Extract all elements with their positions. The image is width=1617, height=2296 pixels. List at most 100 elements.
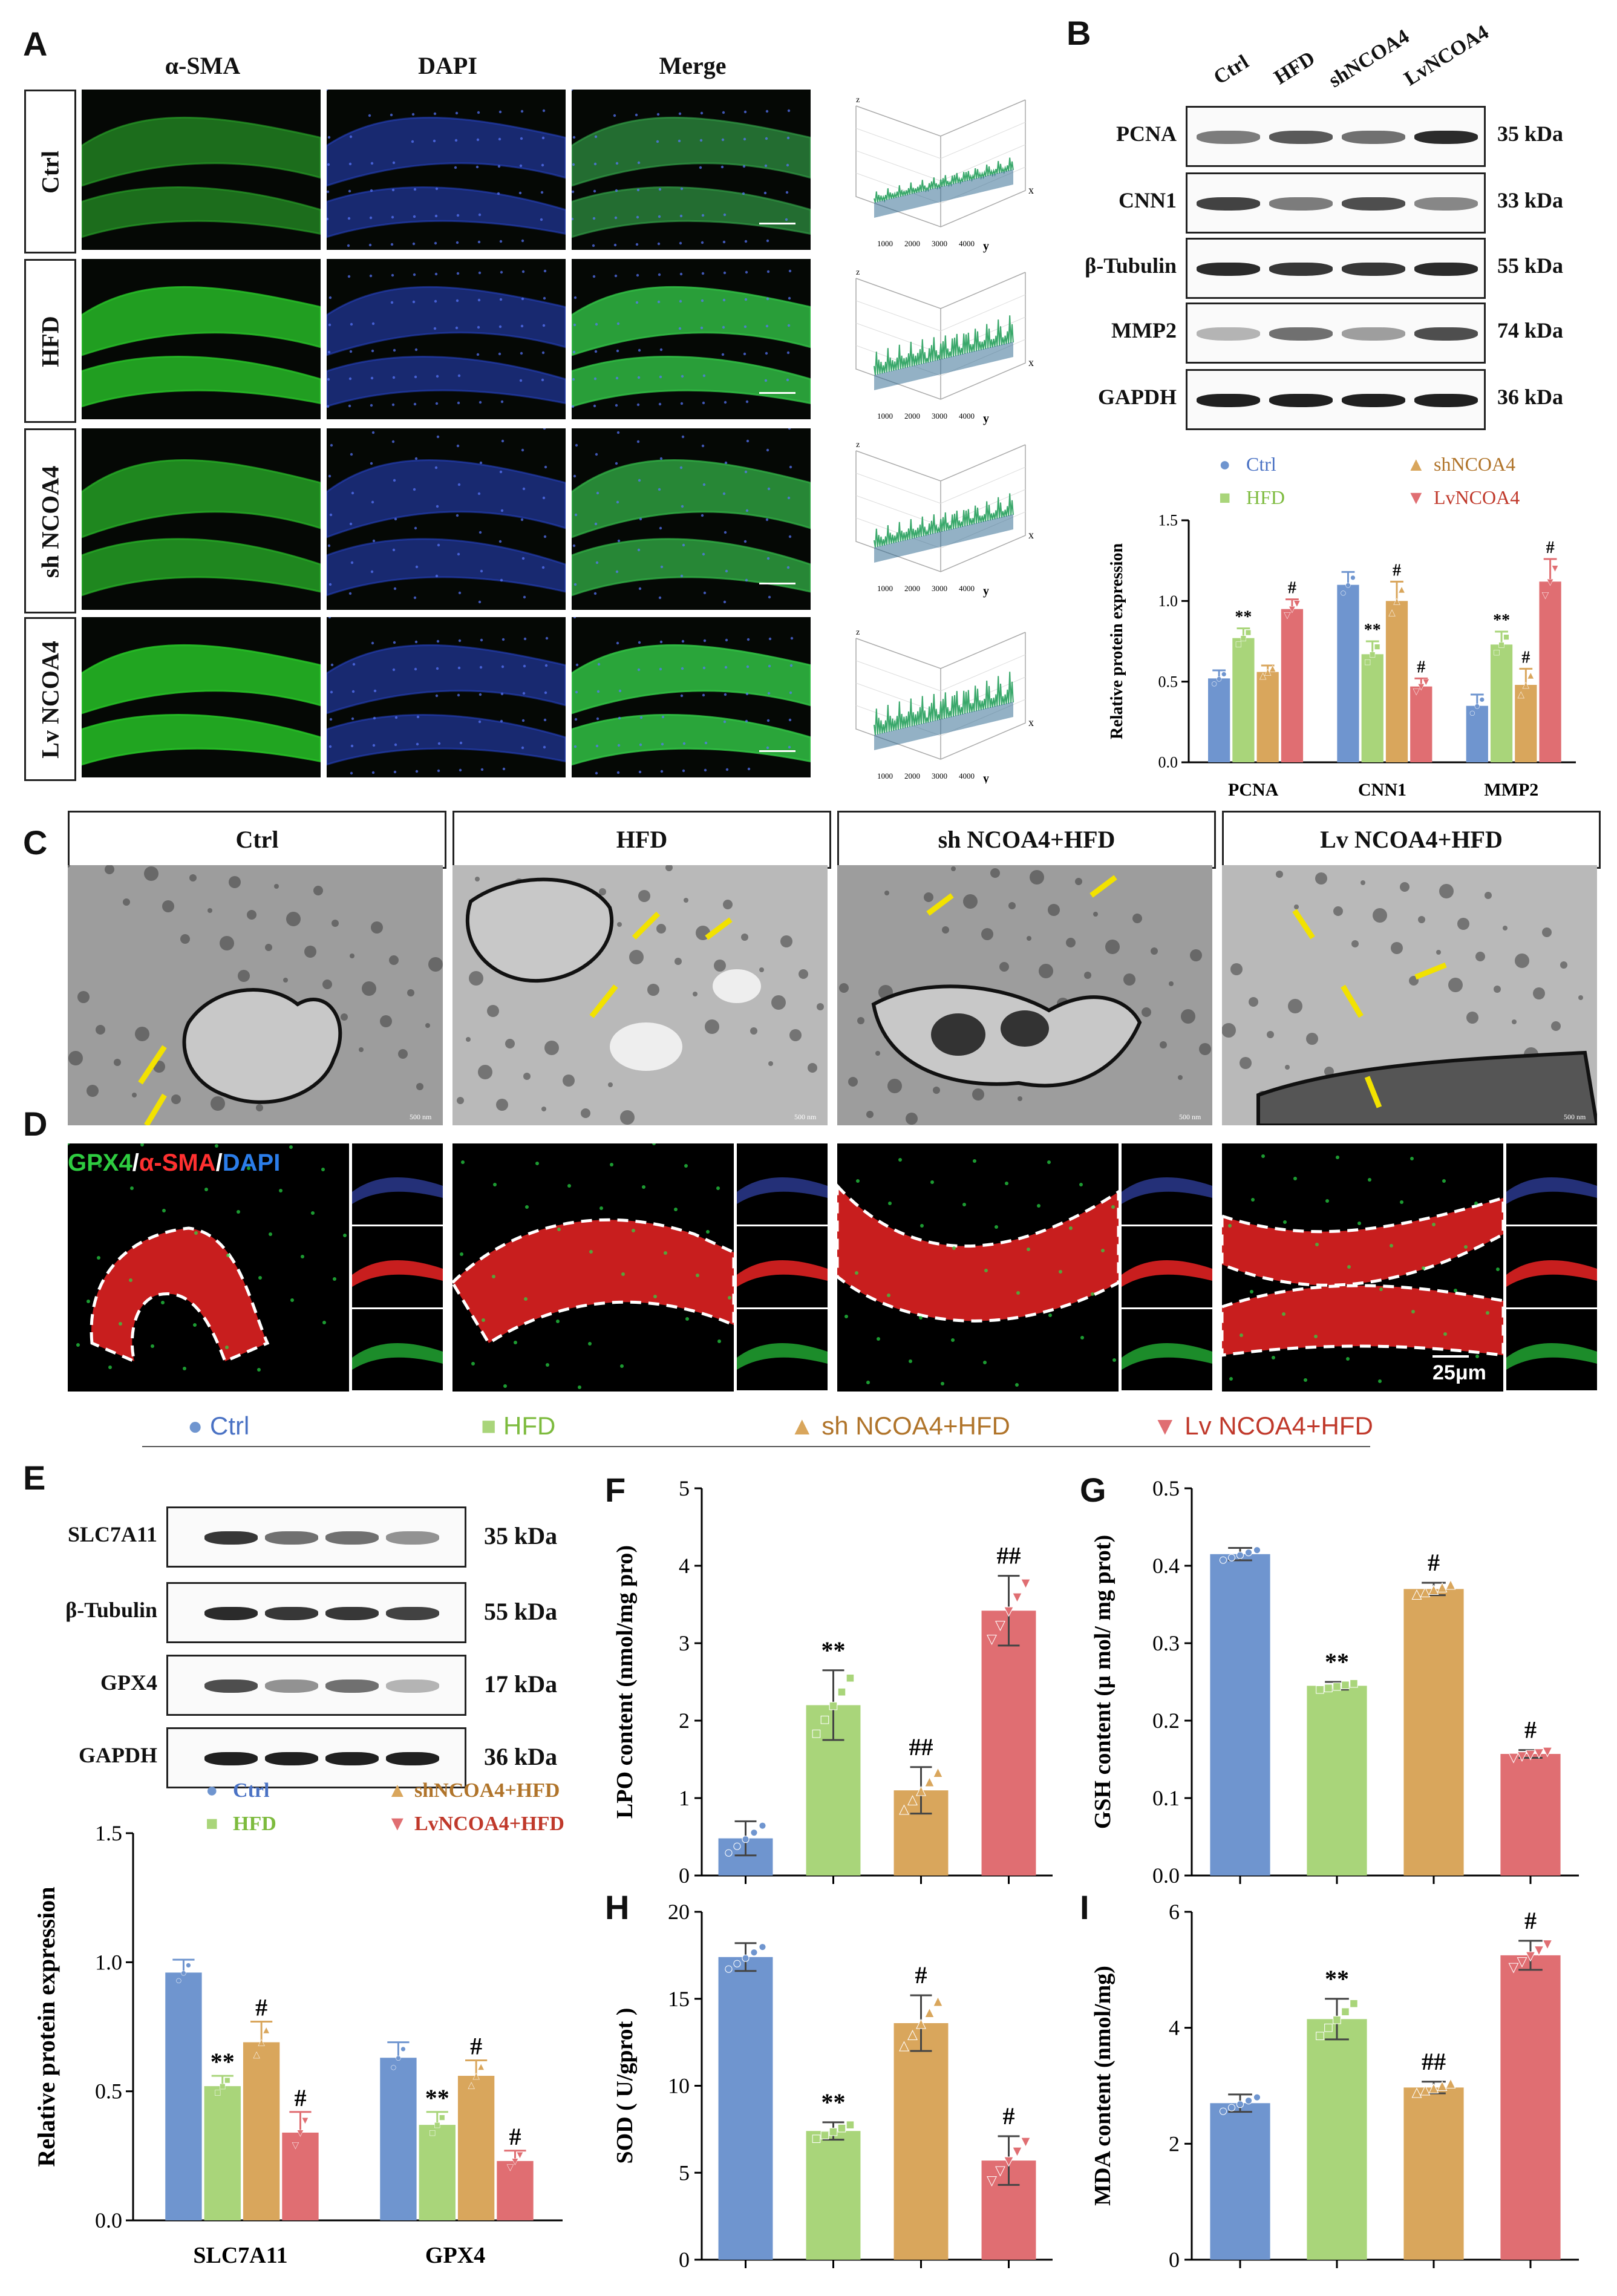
nucleus-dot [459,741,463,745]
nucleus-dot [638,479,641,482]
nucleus-dot [391,273,394,277]
tem-organelle [1494,986,1501,993]
surface-grid [855,128,941,159]
nucleus-dot [788,535,792,538]
nucleus-dot [541,163,544,167]
nucleus-dot [349,350,353,353]
data-point: ● [724,1960,734,1977]
micrograph-tile [572,90,811,250]
fluor-drawing [837,1158,1119,1387]
bar [718,1957,773,2260]
nucleus-dot [521,270,525,273]
nucleus-dot [498,352,501,356]
nucleus-dot [725,569,728,573]
nucleus-dot [478,600,482,604]
bar [1337,584,1359,762]
nucleus-dot [348,189,351,193]
nucleus-dot [347,275,351,278]
data-point: ● [741,1949,751,1966]
nucleus-dot [433,112,437,116]
gpx4-dot [684,1164,688,1168]
tem-organelle [68,1051,83,1065]
gpx4-dot [1474,1202,1478,1205]
tissue-band [327,714,566,766]
chart-g: 0.0 0.1 0.2 0.3 0.4 0.5 GSH content (μ mol/ mg… [1090,1476,1579,1888]
nucleus-dot [456,299,459,303]
fluor-scale-bar [1432,1355,1469,1358]
surface-y-axis: y [983,772,989,783]
gpx4-dot [1261,1154,1265,1158]
tem-arrow [926,893,954,916]
data-point: ▼ [993,2162,1008,2179]
data-point: ■ [1503,631,1510,643]
nucleus-dot [702,374,706,378]
tissue-band [572,538,811,597]
tem-organelle [1466,1012,1478,1024]
nucleus-dot [615,376,619,380]
tem-organelle [1084,972,1091,979]
tem-organelle [144,866,158,881]
y-axis-label: GSH content (μ mol/ mg prot) [1090,1535,1116,1829]
nucleus-dot [678,139,681,143]
data-point: ▲ [905,1791,921,1809]
tissue-band [82,116,321,187]
legend-label: Ctrl [1246,453,1276,475]
nucleus-dot [520,137,523,140]
channel-drawing [352,1260,443,1287]
fluor-drawing [68,1143,347,1372]
tissue-band [572,644,811,715]
blot-band [265,1679,318,1693]
nucleus-dot [615,404,618,407]
tem-organelle [123,898,130,906]
gpx4-dot [343,1234,347,1237]
tem-organelle [523,1073,531,1080]
tem-arrow [1089,875,1117,898]
tem-organelle [1048,904,1060,916]
nucleus-dot [656,113,660,116]
data-point: ▼ [1523,1745,1538,1763]
tem-organelle [322,980,332,989]
nucleus-dot [521,719,525,722]
gpx4-dot [685,1317,689,1321]
tissue-drawing [327,428,566,604]
col-head-merge: Merge [659,52,727,79]
tem-organelle [1230,963,1243,975]
gpx4-dot [1080,1336,1084,1339]
nucleus-dot [500,692,504,696]
y-axis-label: Relative protein expression [33,1887,60,2167]
data-point: ▼ [984,1630,1000,1647]
nucleus-dot [575,690,578,694]
nucleus-dot [416,742,419,746]
nucleus-dot [414,667,417,671]
nucleus-dot [615,570,619,574]
legend-ctrl: ● Ctrl [188,1411,249,1441]
nucleus-dot [593,162,597,166]
fluor-channel [352,1309,443,1390]
nucleus-dot [479,693,482,696]
tem-organelle [132,1093,137,1097]
tem-organelle [799,969,808,979]
nucleus-dot [349,522,353,526]
y-tick-label: 4 [1169,2016,1180,2040]
gpx4-dot [909,1359,912,1363]
blot-strip [1186,238,1486,299]
nucleus-dot [541,566,545,569]
fluor-channel [1506,1309,1597,1390]
blot-kda: 17 kDa [484,1670,558,1698]
nucleus-dot [764,164,768,168]
tem-organelle [350,953,354,958]
nucleus-dot [637,668,641,672]
blot-band [1269,394,1333,407]
nucleus-dot [766,448,769,452]
data-point: ▼ [1010,1588,1025,1606]
data-point: ▲ [1525,669,1536,681]
gpx4-dot [492,1275,495,1278]
data-point: ● [750,1943,759,1961]
nucleus-dot [747,767,751,771]
tissue-band [572,714,811,766]
tissue-drawing [572,428,811,604]
gpx4-dot [952,1246,956,1250]
nucleus-dot [702,483,706,486]
gpx4-dot [1368,1178,1371,1182]
data-point: ▲ [466,2079,477,2091]
